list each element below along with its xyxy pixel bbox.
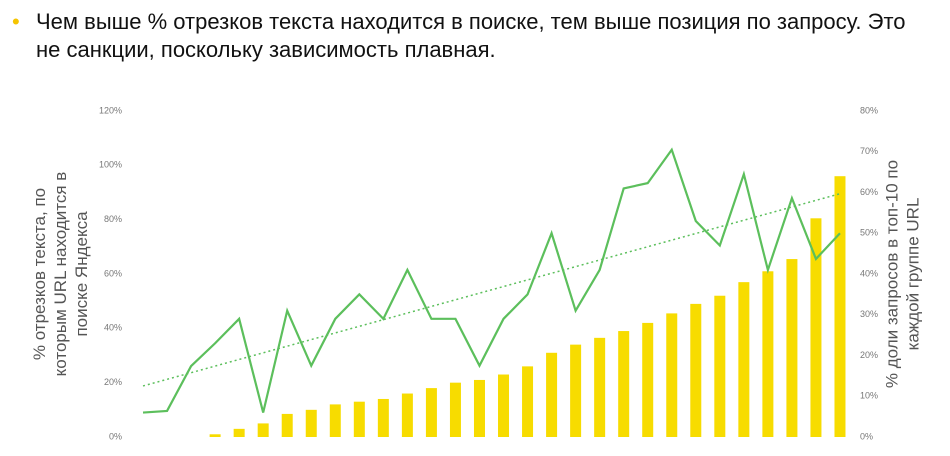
y2-tick-label: 10% bbox=[860, 391, 878, 401]
y-axis-title-line: которым URL находится в bbox=[51, 172, 70, 377]
y2-tick-label: 40% bbox=[860, 268, 878, 278]
bar bbox=[786, 259, 798, 437]
y2-tick-label: 30% bbox=[860, 309, 878, 319]
bar bbox=[522, 366, 534, 437]
bar bbox=[762, 271, 774, 437]
bar bbox=[401, 393, 413, 437]
y2-tick-label: 80% bbox=[860, 105, 878, 115]
y2-axis-title: % доли запросов в топ-10 по каждой группе… bbox=[883, 160, 923, 388]
bar bbox=[498, 374, 510, 437]
y-axis-title-line: поиске Яндекса bbox=[72, 211, 91, 337]
y-tick-label: 120% bbox=[99, 105, 122, 115]
y-tick-label: 60% bbox=[104, 268, 122, 278]
y2-tick-label: 0% bbox=[860, 431, 873, 441]
y2-tick-label: 70% bbox=[860, 146, 878, 156]
trendline bbox=[142, 192, 841, 387]
y-tick-label: 100% bbox=[99, 160, 122, 170]
bar bbox=[425, 388, 437, 437]
bar bbox=[546, 352, 558, 437]
bullet: • bbox=[12, 9, 20, 34]
bar bbox=[666, 313, 678, 437]
bar bbox=[473, 379, 485, 437]
y2-tick-label: 50% bbox=[860, 228, 878, 238]
bar bbox=[377, 398, 389, 437]
bar bbox=[329, 404, 341, 437]
y-axis-title: % отрезков текста, по которым URL находит… bbox=[30, 172, 91, 377]
y-tick-label: 80% bbox=[104, 214, 122, 224]
bar bbox=[642, 322, 654, 437]
bar bbox=[618, 331, 630, 437]
bar bbox=[690, 303, 702, 437]
bar bbox=[257, 423, 269, 437]
y-axis-title-line: % отрезков текста, по bbox=[30, 188, 49, 360]
y2-axis-title-line: каждой группе URL bbox=[904, 198, 923, 351]
y-tick-label: 0% bbox=[109, 431, 122, 441]
y-tick-label: 20% bbox=[104, 377, 122, 387]
bar bbox=[233, 428, 245, 437]
bar bbox=[570, 344, 582, 437]
y-tick-label: 40% bbox=[104, 323, 122, 333]
bar bbox=[714, 295, 726, 437]
y2-tick-label: 20% bbox=[860, 350, 878, 360]
slide-title: Чем выше % отрезков текста находится в п… bbox=[36, 9, 906, 62]
bar bbox=[353, 401, 365, 437]
bar bbox=[594, 337, 606, 437]
bar bbox=[449, 382, 461, 437]
bar bbox=[810, 218, 822, 437]
bar bbox=[834, 176, 846, 437]
bar bbox=[281, 413, 293, 437]
line bbox=[142, 147, 841, 414]
y2-axis-title-line: % доли запросов в топ-10 по bbox=[883, 160, 902, 388]
bar bbox=[305, 409, 317, 437]
bar bbox=[738, 282, 750, 437]
y2-tick-label: 60% bbox=[860, 187, 878, 197]
bar bbox=[209, 434, 221, 437]
